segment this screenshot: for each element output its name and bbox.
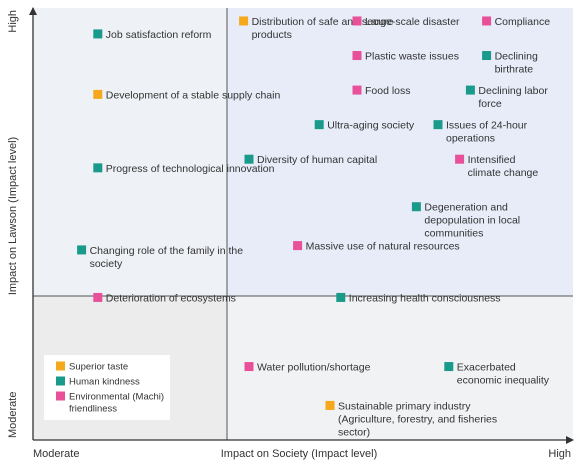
data-point-marker xyxy=(444,362,454,372)
data-point: Water pollution/shortage xyxy=(244,362,371,374)
data-point: Progress of technological innovation xyxy=(93,163,275,175)
data-point-marker xyxy=(352,51,362,61)
data-point-marker xyxy=(93,292,103,302)
y-axis-arrow-icon xyxy=(29,7,37,15)
legend-item: Superior taste xyxy=(56,361,128,373)
data-point-label: Degeneration and depopulation in local com… xyxy=(424,202,520,240)
data-point: Ultra-aging society xyxy=(314,120,415,132)
data-point-marker xyxy=(314,120,324,130)
legend-item: Environmental (Machi) friendliness xyxy=(56,391,164,415)
data-point-marker xyxy=(465,85,475,95)
data-point: Large-scale disaster xyxy=(352,16,460,28)
data-point-marker xyxy=(433,120,443,130)
data-point: Food loss xyxy=(352,85,411,97)
quadrant-high-high xyxy=(227,8,573,296)
data-point: Compliance xyxy=(482,16,550,28)
data-point: Deterioration of ecosystems xyxy=(93,292,236,304)
data-point-label: Compliance xyxy=(495,16,551,28)
data-point: Increasing health consciousness xyxy=(336,292,501,304)
data-point: Declining labor force xyxy=(465,85,548,110)
data-point-marker xyxy=(411,202,421,212)
y-axis-max-label: High xyxy=(7,10,19,33)
y-axis-title: Impact on Lawson (Impact level) xyxy=(7,137,19,295)
x-axis-title: Impact on Society (Impact level) xyxy=(221,448,378,460)
x-axis-arrow-icon xyxy=(566,436,574,444)
data-point-label: Development of a stable supply chain xyxy=(106,89,281,101)
data-point: Intensified climate change xyxy=(455,154,538,179)
y-axis-min-label: Moderate xyxy=(7,392,19,438)
data-point-marker xyxy=(325,400,335,410)
data-point-marker xyxy=(244,362,254,372)
data-point-marker xyxy=(352,16,362,26)
quadrant-high-lawson-moderate-society xyxy=(33,8,227,296)
x-axis-max-label: High xyxy=(548,448,571,460)
data-point-label: Declining labor force xyxy=(478,85,548,110)
data-point-label: Progress of technological innovation xyxy=(106,163,275,175)
data-point-label: Job satisfaction reform xyxy=(106,29,212,41)
data-point: Job satisfaction reform xyxy=(93,29,212,41)
data-point-label: Ultra-aging society xyxy=(327,120,415,132)
data-point-marker xyxy=(352,85,362,95)
data-point-label: Increasing health consciousness xyxy=(349,292,501,304)
data-point-marker xyxy=(293,241,303,251)
data-point-marker xyxy=(336,292,346,302)
legend-swatch xyxy=(56,391,65,401)
data-point-label: Declining birthrate xyxy=(495,51,538,76)
quadrant-moderate-lawson-high-society xyxy=(227,296,573,440)
data-point-label: Changing role of the family in the societ… xyxy=(90,245,244,270)
data-point-marker xyxy=(77,245,87,255)
data-point: Plastic waste issues xyxy=(352,51,459,63)
data-point-marker xyxy=(482,16,492,26)
data-point-marker xyxy=(93,89,103,99)
data-point-marker xyxy=(239,16,249,26)
data-point-marker xyxy=(455,154,465,164)
data-point-label: Sustainable primary industry (Agriculture… xyxy=(338,400,497,438)
data-point-label: Food loss xyxy=(365,85,411,97)
data-point-label: Exacerbated economic inequality xyxy=(457,362,550,387)
data-point-label: Intensified climate change xyxy=(468,154,539,179)
data-point: Exacerbated economic inequality xyxy=(444,362,550,387)
data-point-label: Plastic waste issues xyxy=(365,51,459,63)
data-point-marker xyxy=(244,154,254,164)
legend-swatch xyxy=(56,376,65,386)
data-point: Issues of 24-hour operations xyxy=(433,120,528,145)
data-point: Changing role of the family in the societ… xyxy=(77,245,243,270)
data-point-marker xyxy=(93,29,103,39)
data-point-label: Massive use of natural resources xyxy=(306,241,460,253)
data-point-label: Large-scale disaster xyxy=(365,16,460,28)
legend-swatch xyxy=(56,361,65,371)
legend-label: Superior taste xyxy=(69,362,128,373)
data-point-label: Deterioration of ecosystems xyxy=(106,292,236,304)
data-point-label: Water pollution/shortage xyxy=(257,362,371,374)
data-point: Massive use of natural resources xyxy=(293,241,460,253)
data-point: Degeneration and depopulation in local com… xyxy=(411,202,520,240)
x-axis-min-label: Moderate xyxy=(33,448,79,460)
data-point-marker xyxy=(93,163,103,173)
legend-label: Human kindness xyxy=(69,377,140,388)
data-point: Declining birthrate xyxy=(482,51,538,76)
data-point: Diversity of human capital xyxy=(244,154,377,166)
data-point: Development of a stable supply chain xyxy=(93,89,280,101)
data-point-marker xyxy=(482,51,492,61)
data-point-label: Issues of 24-hour operations xyxy=(446,120,528,145)
data-point-label: Diversity of human capital xyxy=(257,154,377,166)
legend-label: Environmental (Machi) friendliness xyxy=(69,392,164,415)
data-point: Sustainable primary industry (Agriculture… xyxy=(325,400,497,438)
legend-item: Human kindness xyxy=(56,376,140,388)
